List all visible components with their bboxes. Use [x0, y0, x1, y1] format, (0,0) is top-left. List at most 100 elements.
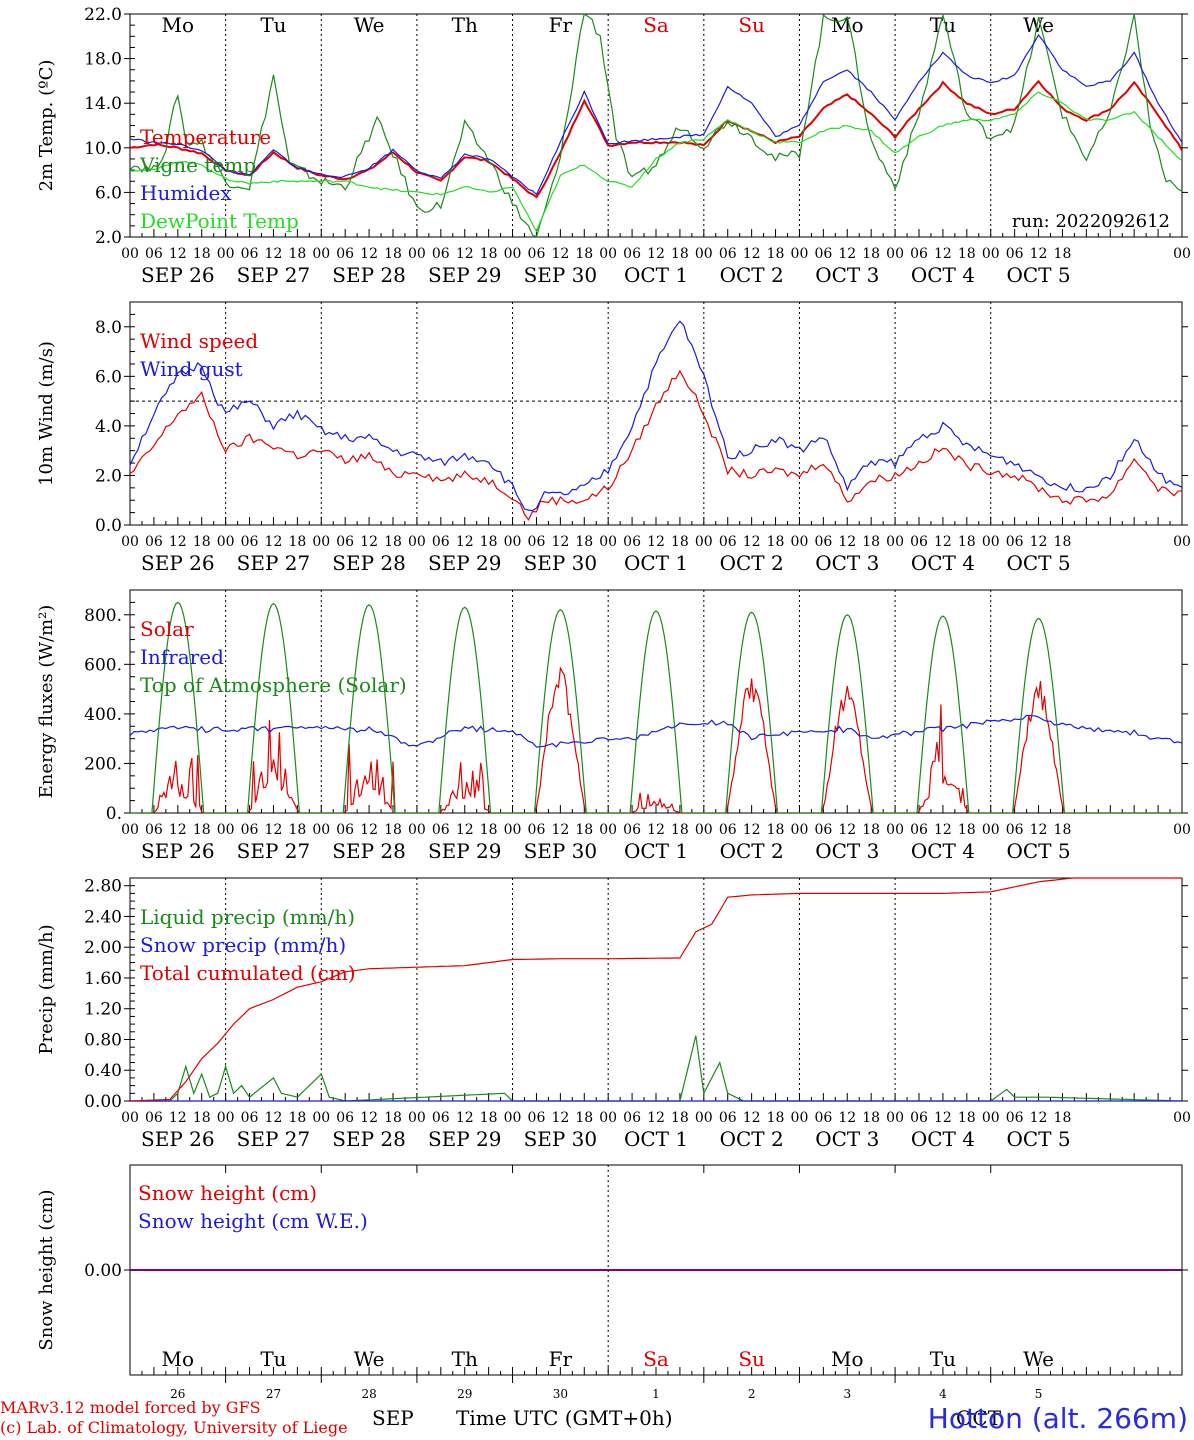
x-hour-label: 00	[408, 822, 426, 838]
x-hour-label: 06	[910, 1110, 928, 1126]
weekday-label: We	[1023, 1347, 1054, 1371]
x-hour-label: 18	[862, 1110, 880, 1126]
x-hour-label: 12	[743, 1110, 761, 1126]
x-hour-label: 00	[312, 534, 330, 550]
x-hour-label: 00	[121, 534, 139, 550]
x-hour-label: 18	[671, 822, 689, 838]
x-hour-label: 18	[288, 534, 306, 550]
x-hour-label: 06	[145, 1110, 163, 1126]
panel-frame-2	[129, 589, 1183, 814]
x-hour-label: 06	[528, 1110, 546, 1126]
x-hour-label: 18	[958, 822, 976, 838]
x-date-label: SEP 27	[237, 1127, 311, 1151]
x-hour-label: 18	[1054, 246, 1072, 262]
x-date-label: OCT 1	[624, 263, 688, 287]
x-hour-label: 06	[1006, 822, 1024, 838]
y-tick-label: 2.0	[95, 466, 122, 486]
weekday-label: Fr	[549, 1347, 573, 1371]
x-date-label: SEP 29	[428, 1127, 502, 1151]
x-hour-label: 12	[456, 1110, 474, 1126]
x-date-label: SEP 27	[237, 551, 311, 575]
y-tick-label: 2.0	[95, 228, 122, 248]
y-tick-label: 800.	[84, 606, 122, 626]
y-tick-label: 0.0	[95, 516, 122, 536]
x-date-label: OCT 5	[1006, 263, 1070, 287]
x-hour-label: 00	[312, 246, 330, 262]
legend-entry: Wind gust	[140, 357, 243, 381]
weekday-label: Tu	[260, 13, 286, 37]
x-hour-label: 12	[360, 822, 378, 838]
x-hour-label: 12	[456, 246, 474, 262]
x-date-label: SEP 26	[141, 551, 215, 575]
x-hour-label: 00	[599, 1110, 617, 1126]
series-line-dewpoint-temp	[129, 91, 1183, 233]
series-line-total-cumulated-cm-	[129, 877, 1182, 1102]
x-hour-label: 12	[743, 246, 761, 262]
y-tick-label: 0.80	[84, 1030, 122, 1050]
x-hour-label: 00	[886, 822, 904, 838]
x-hour-label: 12	[647, 534, 665, 550]
legend-entry: Temperature	[140, 125, 271, 149]
x-hour-label: 18	[193, 246, 211, 262]
x-hour-label: 06	[910, 246, 928, 262]
x-hour-label: 06	[528, 822, 546, 838]
x-date-label: SEP 30	[524, 263, 598, 287]
x-hour-label: 00	[217, 534, 235, 550]
weekday-label: Tu	[930, 1347, 956, 1371]
weekday-label: Su	[738, 1347, 765, 1371]
x-hour-label: 12	[647, 822, 665, 838]
x-hour-label: 06	[623, 1110, 641, 1126]
x-hour-label: 18	[193, 1110, 211, 1126]
x-hour-label: 00	[312, 822, 330, 838]
weekday-label: Fr	[549, 13, 573, 37]
x-hour-label: 18	[767, 246, 785, 262]
series-line-wind-speed	[129, 369, 1183, 521]
series-line-temperature	[129, 79, 1183, 199]
x-date-label: OCT 4	[911, 551, 975, 575]
legend-entry: Top of Atmosphere (Solar)	[140, 673, 407, 697]
x-hour-label: 00	[791, 246, 809, 262]
panel-frame-1	[129, 301, 1183, 526]
day-number-label: 30	[553, 1387, 568, 1401]
x-hour-label: 18	[767, 534, 785, 550]
x-hour-label: 12	[838, 822, 856, 838]
x-hour-label: 00	[791, 1110, 809, 1126]
x-hour-label: 12	[1030, 246, 1048, 262]
x-hour-label: 12	[265, 822, 283, 838]
x-hour-label: 18	[862, 534, 880, 550]
x-hour-label: 12	[265, 246, 283, 262]
x-hour-label: 06	[719, 246, 737, 262]
x-hour-label: 12	[647, 246, 665, 262]
x-date-label: OCT 2	[720, 839, 784, 863]
x-hour-label: 18	[1054, 822, 1072, 838]
x-hour-label: 00	[1173, 1110, 1191, 1126]
y-axis-title: Snow height (cm)	[36, 1189, 57, 1350]
y-tick-label: 0.00	[84, 1261, 122, 1281]
x-hour-label: 06	[814, 822, 832, 838]
x-hour-label: 18	[288, 822, 306, 838]
x-hour-label: 06	[814, 534, 832, 550]
weekday-label: Mo	[162, 13, 195, 37]
y-tick-label: 1.60	[84, 969, 122, 989]
x-hour-label: 12	[265, 1110, 283, 1126]
x-hour-label: 06	[1006, 246, 1024, 262]
x-date-label: SEP 30	[524, 839, 598, 863]
x-hour-label: 12	[360, 534, 378, 550]
x-hour-label: 18	[575, 1110, 593, 1126]
x-date-label: SEP 30	[524, 551, 598, 575]
x-axis-title: Time UTC (GMT+0h)	[456, 1406, 673, 1430]
x-hour-label: 00	[695, 1110, 713, 1126]
x-hour-label: 00	[695, 534, 713, 550]
x-hour-label: 06	[910, 534, 928, 550]
x-hour-label: 00	[217, 822, 235, 838]
model-credit: MARv3.12 model forced by GFS	[0, 1398, 261, 1417]
series-line-vigne-temp	[129, 13, 1183, 238]
x-hour-label: 00	[504, 534, 522, 550]
x-hour-label: 12	[1030, 1110, 1048, 1126]
x-date-label: OCT 4	[911, 1127, 975, 1151]
x-date-label: OCT 4	[911, 263, 975, 287]
y-axis-title: Precip (mm/h)	[36, 924, 57, 1054]
day-number-label: 29	[457, 1387, 472, 1401]
y-tick-label: 14.0	[84, 94, 122, 114]
x-hour-label: 00	[217, 1110, 235, 1126]
